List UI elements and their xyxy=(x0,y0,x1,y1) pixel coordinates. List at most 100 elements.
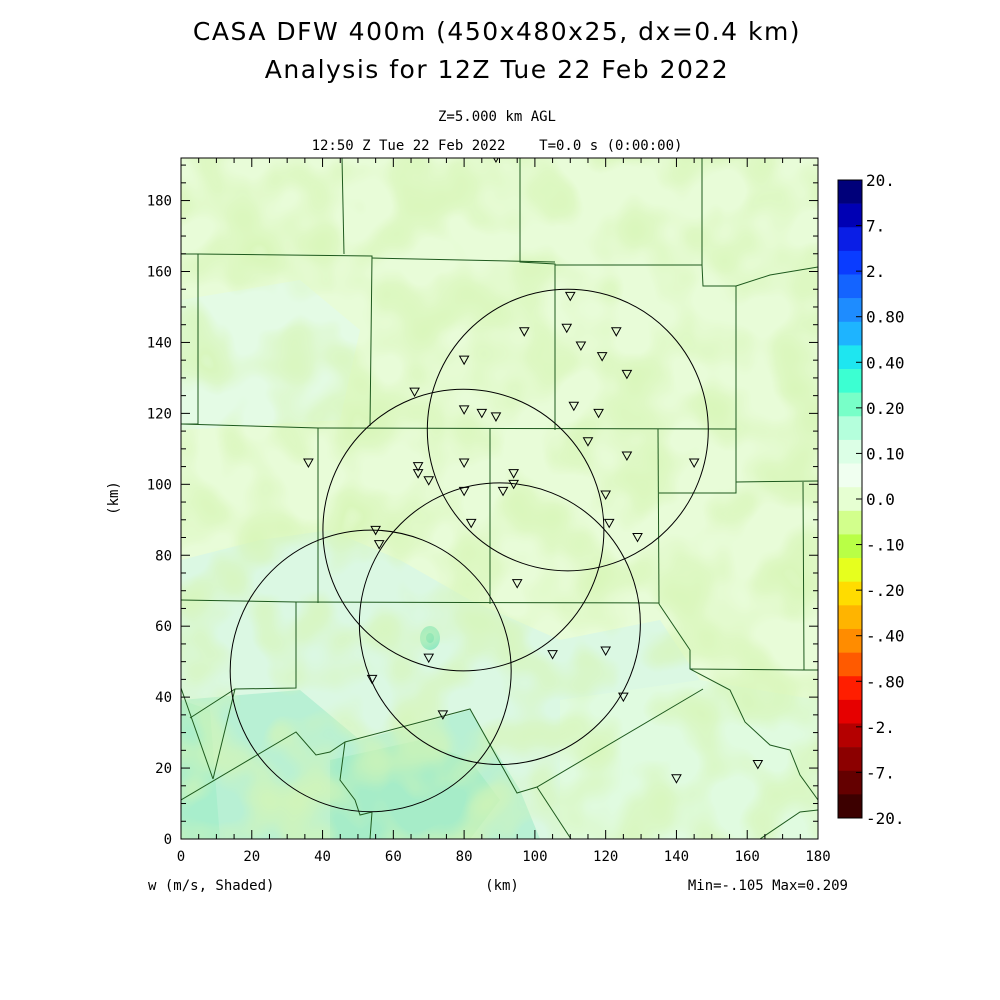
station-marker xyxy=(370,525,381,536)
y-tick-labels: 0 20 40 60 80 100 120 140 160 180 xyxy=(147,194,172,848)
radar-range-circle xyxy=(426,288,709,572)
station-marker xyxy=(621,451,633,461)
station-marker xyxy=(688,458,700,469)
x-tick-label: 20 xyxy=(243,849,260,865)
colorbar-segment xyxy=(838,180,862,204)
station-marker xyxy=(600,646,612,657)
colorbar-segment xyxy=(838,416,862,441)
y-tick-label: 20 xyxy=(155,761,172,777)
colorbar-segment xyxy=(838,250,862,275)
colorbar-segment xyxy=(838,345,862,370)
station-marker xyxy=(303,458,314,469)
station-marker xyxy=(575,341,587,352)
station-marker xyxy=(423,476,435,486)
station-marker xyxy=(423,653,435,664)
station-marker xyxy=(465,518,477,529)
x-tick-label: 120 xyxy=(593,849,618,865)
colorbar-segment xyxy=(838,770,862,795)
x-tick-label: 160 xyxy=(735,849,760,865)
colorbar-segment xyxy=(838,321,862,346)
radar-range-circle xyxy=(358,482,641,766)
y-tick-label: 0 xyxy=(164,832,172,848)
station-marker xyxy=(511,579,523,589)
radar-range-circle xyxy=(322,388,605,672)
station-markers xyxy=(303,158,764,784)
station-marker xyxy=(561,323,573,334)
y-tick-label: 180 xyxy=(147,194,172,210)
station-marker xyxy=(476,408,488,419)
colorbar-label: 0.40 xyxy=(866,353,905,372)
time-label: 12:50 Z Tue 22 Feb 2022 T=0.0 s (0:00:00… xyxy=(312,138,683,154)
station-marker xyxy=(621,369,633,380)
colorbar-segment xyxy=(838,652,862,677)
colorbar-label: 2. xyxy=(866,262,885,281)
station-marker xyxy=(458,486,470,497)
colorbar-segment xyxy=(838,747,862,772)
station-marker xyxy=(632,533,643,543)
colorbar-segment xyxy=(838,628,862,653)
field-shading xyxy=(181,158,818,839)
station-marker xyxy=(497,486,509,497)
colorbar-segment xyxy=(838,487,862,512)
colorbar-label: -7. xyxy=(866,763,895,782)
station-marker xyxy=(596,352,608,362)
colorbar-label: -.10 xyxy=(866,536,905,555)
colorbar-segment xyxy=(838,699,862,724)
station-marker xyxy=(373,540,385,550)
colorbar-label: 0.80 xyxy=(866,308,905,327)
level-label: Z=5.000 km AGL xyxy=(438,109,556,125)
minmax-label: Min=-.105 Max=0.209 xyxy=(688,878,848,894)
chart-title: CASA DFW 400m (450x480x25, dx=0.4 km) xyxy=(193,17,801,46)
colorbar-segment xyxy=(838,463,862,488)
y-tick-label: 100 xyxy=(147,477,172,493)
colorbar-label: 20. xyxy=(866,171,895,190)
station-marker xyxy=(603,518,615,529)
colorbar-segment xyxy=(838,723,862,748)
station-marker xyxy=(458,458,470,469)
colorbar-label: 0.0 xyxy=(866,490,895,509)
y-axis-label: (km) xyxy=(106,481,122,515)
station-marker xyxy=(412,469,424,479)
colorbar-segment xyxy=(838,227,862,252)
x-axis-label: (km) xyxy=(485,878,519,894)
colorbar-label: 0.20 xyxy=(866,399,905,418)
station-marker xyxy=(582,437,594,447)
y-tick-label: 40 xyxy=(155,690,172,706)
radar-range-circles xyxy=(229,288,709,813)
colorbar-segment xyxy=(838,794,862,819)
colorbar-segment xyxy=(838,439,862,464)
colorbar-segment xyxy=(838,274,862,299)
colorbar-segment xyxy=(838,676,862,701)
station-marker xyxy=(593,408,604,419)
y-tick-label: 120 xyxy=(147,406,172,422)
station-marker xyxy=(752,760,764,770)
station-marker xyxy=(518,327,530,337)
station-marker xyxy=(409,387,420,398)
chart-subtitle: Analysis for 12Z Tue 22 Feb 2022 xyxy=(265,55,729,84)
y-tick-label: 60 xyxy=(155,619,172,635)
colorbar-segment xyxy=(838,581,862,606)
y-tick-label: 160 xyxy=(147,265,172,281)
station-marker xyxy=(508,469,520,479)
station-marker xyxy=(412,462,424,472)
colorbar-label: 7. xyxy=(866,217,885,236)
y-tick-label: 140 xyxy=(147,335,172,351)
colorbar-label: -.20 xyxy=(866,581,905,600)
axis-ticks xyxy=(180,158,819,840)
colorbar-segment xyxy=(838,558,862,583)
colorbar-label: -2. xyxy=(866,718,895,737)
y-tick-label: 80 xyxy=(155,548,172,564)
station-marker xyxy=(490,412,502,422)
colorbar-segment xyxy=(838,534,862,559)
colorbar-labels: 20. 7. 2. 0.80 0.40 0.20 0.10 0.0 -.10 -.20 -.40 -.… xyxy=(856,171,905,828)
station-marker xyxy=(600,490,612,500)
station-marker xyxy=(458,355,470,366)
colorbar-label: -20. xyxy=(866,809,905,828)
colorbar-segment xyxy=(838,510,862,535)
station-marker xyxy=(366,674,378,685)
station-marker xyxy=(458,405,470,415)
x-tick-label: 80 xyxy=(456,849,473,865)
radar-range-circle xyxy=(229,529,512,813)
x-tick-label: 0 xyxy=(177,849,185,865)
